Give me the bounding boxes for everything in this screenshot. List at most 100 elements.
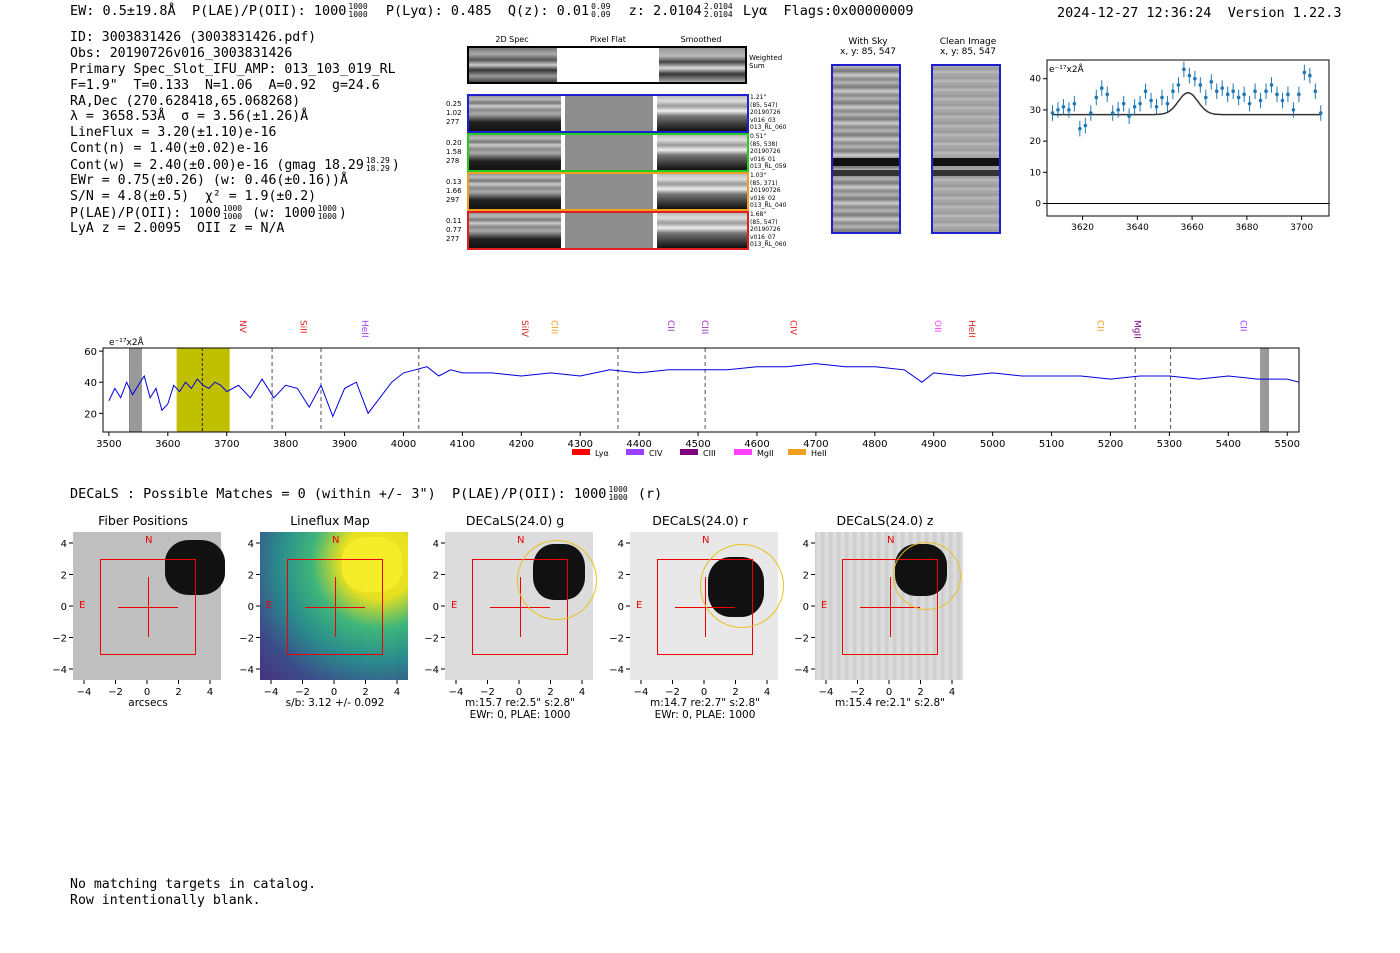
data-point — [1061, 105, 1066, 109]
info-sn: S/N = 4.8(±0.5) χ² = 1.9(±0.2) — [70, 188, 317, 204]
legend-label: MgII — [757, 449, 774, 458]
data-point — [1275, 92, 1279, 97]
weighted-sum-stamp — [467, 46, 747, 84]
weighted-2d-image — [469, 48, 557, 82]
x-tick-label: 4 — [949, 687, 955, 698]
x-tick-label: −2 — [108, 687, 123, 698]
match-ellipse — [517, 540, 597, 620]
x-tick-label: 4200 — [509, 439, 534, 450]
stamp-row-info: 1.03" (85, 371) 20190726 v016_02 013_RL_040 — [750, 172, 787, 209]
crosshair-v — [890, 577, 891, 637]
data-point — [1302, 70, 1307, 75]
crosshair-v — [148, 577, 149, 637]
line-marker-label: MgII — [1132, 320, 1142, 339]
match-ellipse — [700, 544, 784, 628]
stamp-pixel-flat-image — [565, 213, 653, 248]
y-tick-label: −2 — [52, 634, 67, 645]
data-point — [1318, 111, 1323, 115]
line-marker-label: HeII — [966, 320, 976, 338]
compass-east: E — [821, 600, 828, 611]
x-tick-label: 4500 — [685, 439, 710, 450]
y-tick-label: 0 — [803, 602, 809, 613]
info-id: ID: 3003831426 (3003831426.pdf) — [70, 30, 317, 45]
weighted-smoothed-image — [659, 48, 745, 82]
data-point — [1165, 101, 1170, 106]
info-obs: Obs: 20190726v016_3003831426 — [70, 45, 293, 61]
legend-label: Lyα — [595, 449, 609, 458]
detection-info-panel: ID: 3003831426 (3003831426.pdf) Obs: 201… — [70, 30, 400, 237]
data-point — [1094, 95, 1099, 100]
header-version: Version 1.22.3 — [1227, 5, 1342, 21]
data-point — [1154, 105, 1159, 109]
x-tick-label: 0 — [516, 687, 522, 698]
legend-swatch — [788, 449, 806, 455]
line-fit-chart: e⁻¹⁷x2Å 3620 3640 3660 3680 3700 0 10 20 30 40 — [1030, 59, 1330, 233]
data-point — [1313, 89, 1318, 93]
x-tick-label: 4 — [207, 687, 213, 698]
x-tick-label: 3800 — [273, 439, 298, 450]
x-tick-label: 0 — [144, 687, 150, 698]
crosshair-v — [520, 577, 521, 637]
x-tick-label: 2 — [547, 687, 553, 698]
with-sky-panel: With Sky x, y: 85, 547 — [828, 37, 908, 237]
data-point — [1220, 86, 1225, 90]
y-tick-label: 2 — [433, 571, 439, 582]
header-plae: P(LAE)/P(OII): 1000 — [191, 3, 347, 19]
data-point — [1308, 73, 1312, 78]
compass-east: E — [636, 600, 643, 611]
info-ewr: EWr = 0.75(±0.26) (w: 0.46(±0.16))Å — [70, 173, 348, 189]
data-point — [1176, 83, 1181, 87]
stamp-pixel-flat-image — [565, 96, 653, 131]
data-point — [1286, 92, 1290, 97]
stamp-col-title: Smoothed — [680, 35, 722, 44]
line-marker-label: CIII — [548, 320, 558, 334]
cutout-footnote: m:14.7 re:2.7" s:2.8" — [650, 697, 760, 709]
full-spectrum-chart: 3500 3600 3700 3800 3900 4000 4100 4200 4300 4400… — [84, 320, 1300, 458]
cutout-footnote: m:15.7 re:2.5" s:2.8" — [465, 697, 575, 709]
x-tick-label: 4 — [764, 687, 770, 698]
cutout-footnote: arcsecs — [128, 697, 168, 709]
match-ellipse — [893, 542, 961, 610]
y-tick-label: 40 — [1030, 75, 1041, 85]
x-tick-label: 5300 — [1157, 439, 1182, 450]
x-tick-label: 2 — [175, 687, 181, 698]
y-tick-label: 60 — [84, 347, 97, 358]
x-tick-label: 2 — [917, 687, 923, 698]
stamp-row-info: 0.51" (85, 538) 20190726 v016_01 013_RL_059 — [750, 133, 787, 170]
line-marker-label: NV — [237, 320, 247, 334]
y-tick-label: 4 — [248, 539, 254, 550]
line-marker-label: OII — [932, 320, 942, 332]
cutout-title: Lineflux Map — [290, 513, 370, 528]
spectrum-frame — [102, 347, 1300, 433]
header-z: z: 2.0104 — [628, 3, 702, 19]
stamp-smoothed-image — [657, 213, 747, 248]
y-tick-label: 4 — [803, 539, 809, 550]
data-point — [1231, 89, 1235, 93]
stamp-col-title: Pixel Flat — [590, 35, 626, 44]
stamp-row-info: 1.21" (85, 547) 20190726 v016_03 013_RL_060 — [750, 94, 787, 131]
info-lyaz: LyA z = 2.0095 OII z = N/A — [70, 220, 285, 236]
line-marker-label: CII — [665, 320, 675, 332]
x-tick-label: 3600 — [155, 439, 180, 450]
full-spectrum-marks: 3500 3600 3700 3800 3900 4000 4100 4200 4300 4400… — [84, 320, 1300, 458]
data-point — [1110, 111, 1115, 115]
line-marker-label: SiII — [297, 320, 307, 334]
y-tick-label: 0 — [61, 602, 67, 613]
x-tick-label: 0 — [701, 687, 707, 698]
cutout-title: Fiber Positions — [98, 513, 188, 528]
data-point — [1050, 111, 1055, 115]
cutout-footnote: EWr: 0, PLAE: 1000 — [654, 709, 756, 721]
cutout-axes: −4 4 −2 2 0 0 2 −2 4 −4 — [424, 539, 585, 698]
stamp-smoothed-image — [657, 135, 747, 170]
data-point — [1127, 114, 1131, 118]
cutout-footnote: EWr: 0, PLAE: 1000 — [469, 709, 571, 721]
with-sky-image — [831, 64, 901, 234]
stamp-row-frame — [467, 211, 749, 250]
x-tick-label: 5000 — [980, 439, 1005, 450]
stamp-row-info: 1.68" (85, 547) 20190726 v016_07 013_RL_060 — [750, 211, 787, 248]
header-q-frac: 0.09 0.09 — [591, 2, 611, 19]
stamp-2d-spec-image — [469, 96, 561, 131]
y-tick-label: 10 — [1030, 168, 1041, 178]
x-tick-label: −4 — [77, 687, 92, 698]
